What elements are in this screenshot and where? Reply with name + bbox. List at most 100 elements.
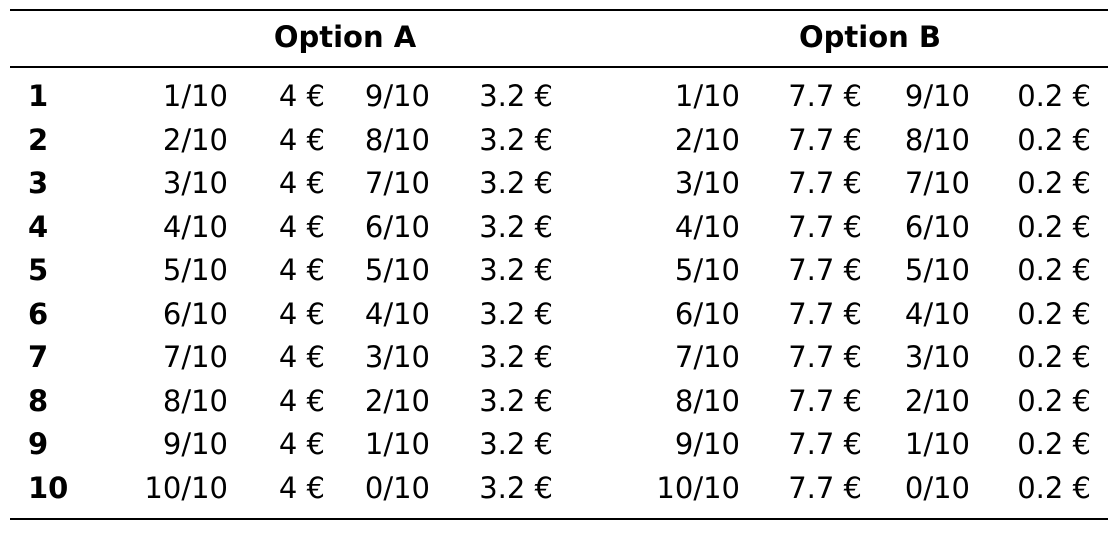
row-number: 3	[28, 166, 49, 200]
row-number: 10	[28, 470, 69, 505]
option-a-payoff-high: 4 €	[278, 296, 325, 331]
option-b-prob-high: 7/10	[674, 340, 740, 374]
option-a-payoff-low: 3.2 €	[479, 296, 553, 331]
option-a-prob-low: 9/10	[364, 79, 430, 113]
row-number: 6	[28, 296, 49, 331]
option-a-payoff-low: 3.2 €	[479, 340, 553, 374]
option-a-payoff-low: 3.2 €	[479, 209, 553, 244]
option-a-payoff-low: 3.2 €	[479, 383, 553, 418]
option-a-prob-high: 7/10	[162, 340, 228, 374]
option-a-prob-high: 1/10	[162, 79, 228, 113]
option-b-payoff-low: 0.2 €	[1017, 253, 1091, 287]
table-body: 1 1/10 4 € 9/10 3.2 € 1/10 7.7 € 9/10 0.…	[0, 75, 1118, 510]
row-number: 2	[28, 122, 49, 157]
table-row: 3 3/10 4 € 7/10 3.2 € 3/10 7.7 € 7/10 0.…	[0, 162, 1118, 206]
option-b-payoff-high: 7.7 €	[788, 470, 862, 505]
option-b-prob-high: 3/10	[674, 166, 740, 200]
option-b-payoff-low: 0.2 €	[1017, 209, 1091, 244]
option-b-prob-low: 6/10	[904, 209, 970, 244]
option-b-payoff-low: 0.2 €	[1017, 383, 1091, 418]
option-a-header: Option A	[273, 20, 417, 54]
option-a-payoff-low: 3.2 €	[479, 79, 553, 113]
option-a-prob-low: 4/10	[364, 296, 430, 331]
option-b-payoff-low: 0.2 €	[1017, 79, 1091, 113]
option-a-payoff-high: 4 €	[278, 427, 325, 461]
option-b-prob-low: 4/10	[904, 296, 970, 331]
option-a-prob-high: 8/10	[162, 383, 228, 418]
option-a-payoff-high: 4 €	[278, 340, 325, 374]
option-b-payoff-low: 0.2 €	[1017, 340, 1091, 374]
option-b-prob-low: 8/10	[904, 122, 970, 157]
option-a-prob-high: 4/10	[162, 209, 228, 244]
option-a-payoff-high: 4 €	[278, 253, 325, 287]
option-a-prob-low: 5/10	[364, 253, 430, 287]
option-a-payoff-low: 3.2 €	[479, 122, 553, 157]
option-b-prob-low: 2/10	[904, 383, 970, 418]
option-b-payoff-high: 7.7 €	[788, 166, 862, 200]
option-a-payoff-low: 3.2 €	[479, 427, 553, 461]
option-a-prob-low: 3/10	[364, 340, 430, 374]
table-row: 9 9/10 4 € 1/10 3.2 € 9/10 7.7 € 1/10 0.…	[0, 423, 1118, 467]
option-b-prob-low: 3/10	[904, 340, 970, 374]
option-b-prob-high: 4/10	[674, 209, 740, 244]
option-b-prob-high: 5/10	[674, 253, 740, 287]
option-a-prob-high: 6/10	[162, 296, 228, 331]
option-b-payoff-low: 0.2 €	[1017, 122, 1091, 157]
table-row: 1 1/10 4 € 9/10 3.2 € 1/10 7.7 € 9/10 0.…	[0, 75, 1118, 119]
option-a-payoff-high: 4 €	[278, 122, 325, 157]
option-b-payoff-low: 0.2 €	[1017, 470, 1091, 505]
option-a-prob-high: 10/10	[144, 470, 228, 505]
header-rule	[10, 66, 1108, 68]
option-a-prob-high: 2/10	[162, 122, 228, 157]
option-a-prob-low: 6/10	[364, 209, 430, 244]
option-b-prob-low: 5/10	[904, 253, 970, 287]
option-b-header: Option B	[799, 20, 941, 54]
row-number: 8	[28, 383, 49, 418]
option-b-prob-high: 9/10	[674, 427, 740, 461]
option-b-prob-high: 8/10	[674, 383, 740, 418]
option-b-payoff-high: 7.7 €	[788, 253, 862, 287]
option-a-prob-low: 2/10	[364, 383, 430, 418]
option-a-prob-high: 5/10	[162, 253, 228, 287]
table-row: 8 8/10 4 € 2/10 3.2 € 8/10 7.7 € 2/10 0.…	[0, 380, 1118, 424]
option-b-payoff-low: 0.2 €	[1017, 166, 1091, 200]
option-a-payoff-high: 4 €	[278, 166, 325, 200]
option-b-payoff-high: 7.7 €	[788, 427, 862, 461]
option-a-payoff-high: 4 €	[278, 209, 325, 244]
option-a-prob-low: 8/10	[364, 122, 430, 157]
option-b-payoff-high: 7.7 €	[788, 383, 862, 418]
option-a-payoff-low: 3.2 €	[479, 253, 553, 287]
bottom-rule	[10, 518, 1108, 520]
option-a-payoff-low: 3.2 €	[479, 166, 553, 200]
table-row: 7 7/10 4 € 3/10 3.2 € 7/10 7.7 € 3/10 0.…	[0, 336, 1118, 380]
top-rule	[10, 9, 1108, 11]
row-number: 1	[28, 79, 49, 113]
table-row: 5 5/10 4 € 5/10 3.2 € 5/10 7.7 € 5/10 0.…	[0, 249, 1118, 293]
option-a-prob-low: 1/10	[364, 427, 430, 461]
option-b-payoff-high: 7.7 €	[788, 209, 862, 244]
option-a-payoff-low: 3.2 €	[479, 470, 553, 505]
option-b-payoff-high: 7.7 €	[788, 296, 862, 331]
option-b-prob-low: 1/10	[904, 427, 970, 461]
option-b-prob-high: 6/10	[674, 296, 740, 331]
option-a-payoff-high: 4 €	[278, 79, 325, 113]
option-a-prob-low: 7/10	[364, 166, 430, 200]
option-a-prob-high: 3/10	[162, 166, 228, 200]
option-b-payoff-high: 7.7 €	[788, 122, 862, 157]
option-a-payoff-high: 4 €	[278, 470, 325, 505]
option-b-payoff-low: 0.2 €	[1017, 427, 1091, 461]
option-a-payoff-high: 4 €	[278, 383, 325, 418]
option-b-prob-high: 1/10	[674, 79, 740, 113]
table-row: 10 10/10 4 € 0/10 3.2 € 10/10 7.7 € 0/10…	[0, 467, 1118, 511]
table-row: 6 6/10 4 € 4/10 3.2 € 6/10 7.7 € 4/10 0.…	[0, 293, 1118, 337]
option-b-prob-high: 2/10	[674, 122, 740, 157]
table-row: 4 4/10 4 € 6/10 3.2 € 4/10 7.7 € 6/10 0.…	[0, 206, 1118, 250]
row-number: 7	[28, 340, 49, 374]
option-b-payoff-high: 7.7 €	[788, 79, 862, 113]
option-b-payoff-high: 7.7 €	[788, 340, 862, 374]
option-b-payoff-low: 0.2 €	[1017, 296, 1091, 331]
table-row: 2 2/10 4 € 8/10 3.2 € 2/10 7.7 € 8/10 0.…	[0, 119, 1118, 163]
row-number: 5	[28, 253, 49, 287]
option-b-prob-low: 0/10	[904, 470, 970, 505]
row-number: 4	[28, 209, 49, 244]
